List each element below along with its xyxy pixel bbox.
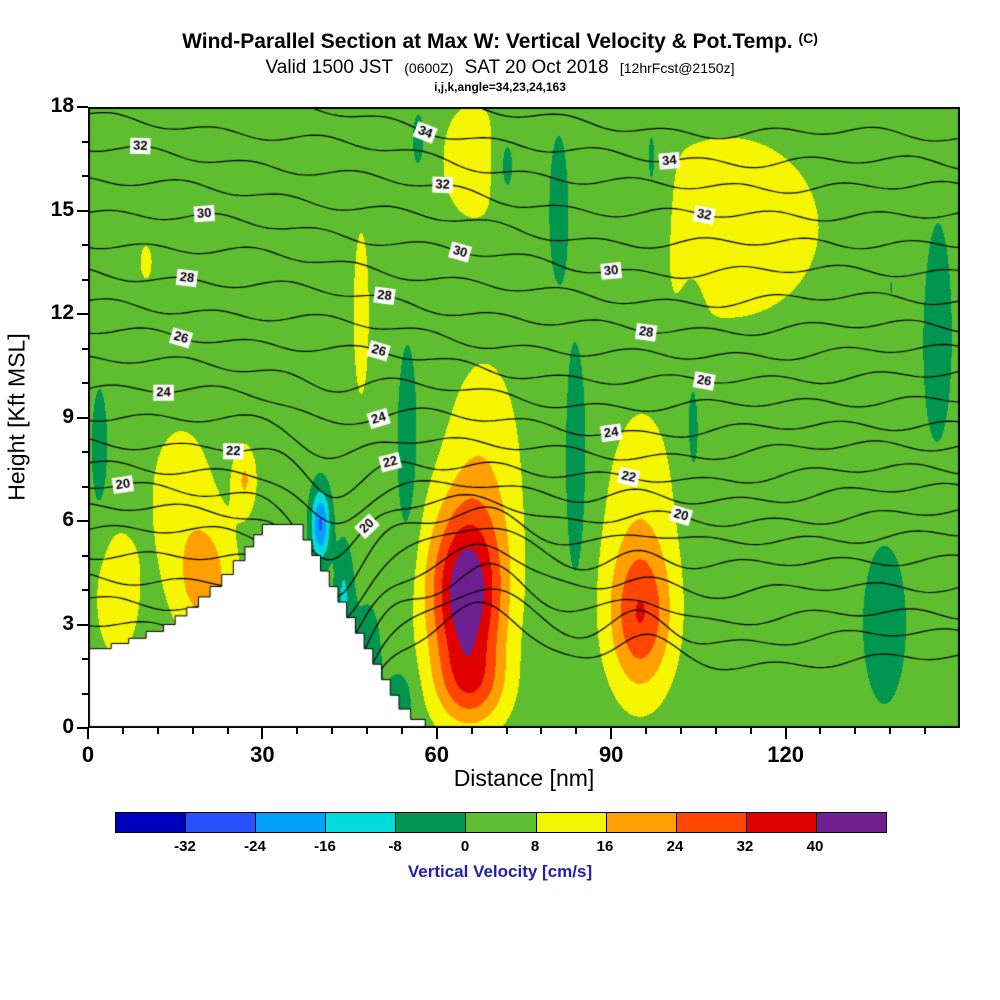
- colorbar-segment: [675, 813, 746, 832]
- x-tick-label: 90: [598, 742, 624, 767]
- y-axis-title: Height [Kft MSL]: [3, 333, 30, 501]
- x-minor-tick: [645, 728, 648, 734]
- x-minor-tick: [889, 728, 892, 734]
- x-minor-tick: [819, 728, 822, 734]
- y-minor-tick: [82, 382, 88, 384]
- x-major-tick: [610, 728, 613, 739]
- x-minor-tick: [714, 728, 717, 734]
- x-major-tick: [784, 728, 787, 739]
- y-major-tick: [77, 416, 88, 419]
- forecast-hour-text: [12hrFcst@2150z]: [619, 60, 735, 76]
- y-minor-tick: [82, 589, 88, 591]
- colorbar-segment: [815, 813, 887, 832]
- y-minor-tick: [82, 140, 88, 143]
- y-minor-tick: [82, 658, 88, 660]
- colorbar-segment: [395, 813, 466, 832]
- x-major-tick: [435, 728, 438, 739]
- colorbar-segment: [325, 813, 396, 832]
- colorbar-segment: [465, 813, 536, 832]
- y-major-tick: [77, 313, 88, 315]
- chart-title: Wind-Parallel Section at Max W: Vertical…: [0, 30, 1000, 54]
- colorbar-tick-label: 24: [666, 838, 684, 855]
- x-minor-tick: [400, 728, 403, 734]
- colorbar: [115, 812, 887, 833]
- y-minor-tick: [82, 451, 88, 453]
- x-minor-tick: [121, 728, 124, 734]
- y-major-tick: [77, 106, 88, 108]
- grid-parameters-text: i,j,k,angle=34,23,24,163: [434, 80, 566, 94]
- chart-subtitle: Valid 1500 JST (0600Z) SAT 20 Oct 2018 […: [0, 57, 1000, 79]
- y-tick-label: 0: [62, 715, 74, 738]
- valid-time-text: Valid 1500 JST: [265, 57, 393, 78]
- valid-time-zulu: (0600Z): [404, 60, 454, 76]
- y-major-tick: [77, 209, 88, 212]
- x-minor-tick: [226, 728, 229, 734]
- x-minor-tick: [749, 728, 752, 734]
- y-tick-label: 18: [50, 94, 74, 117]
- x-minor-tick: [679, 728, 682, 734]
- colorbar-segment: [116, 813, 186, 832]
- x-minor-tick: [156, 728, 159, 734]
- y-major-tick: [77, 623, 88, 626]
- x-tick-label: 0: [81, 742, 95, 767]
- x-tick-label: 60: [424, 742, 450, 767]
- x-minor-tick: [366, 728, 369, 734]
- x-minor-tick: [575, 728, 578, 734]
- colorbar-tick-label: 40: [806, 838, 824, 855]
- y-minor-tick: [82, 485, 88, 488]
- chart-title-unit: (C): [798, 30, 818, 46]
- y-tick-label: 3: [62, 611, 74, 635]
- x-axis-title: Distance [nm]: [453, 765, 595, 791]
- y-tick-label: 12: [50, 301, 74, 324]
- chart-title-text: Wind-Parallel Section at Max W: Vertical…: [182, 30, 793, 53]
- colorbar-tick-label: -8: [388, 838, 402, 855]
- colorbar-tick-label: 16: [596, 838, 614, 855]
- x-minor-tick: [505, 728, 508, 734]
- colorbar-tick-label: -24: [244, 838, 266, 855]
- x-minor-tick: [540, 728, 543, 734]
- colorbar-segment: [185, 813, 256, 832]
- colorbar-tick-label: -16: [314, 838, 336, 855]
- colorbar-segment: [255, 813, 326, 832]
- cross-section-canvas: [88, 107, 960, 728]
- colorbar-tick-labels: -32 -24 -16 -8 0 8 16 24 32 40: [115, 838, 885, 856]
- x-tick-label: 30: [250, 742, 275, 767]
- colorbar-caption: Vertical Velocity [cm/s]: [407, 862, 593, 881]
- colorbar-segment: [535, 813, 606, 832]
- colorbar-tick-label: 8: [530, 838, 540, 855]
- y-major-tick: [77, 727, 88, 729]
- x-minor-tick: [331, 728, 334, 734]
- colorbar-tick-label: 0: [460, 838, 470, 855]
- x-minor-tick: [924, 728, 927, 734]
- y-minor-tick: [82, 554, 88, 557]
- y-major-tick: [77, 520, 88, 522]
- colorbar-tick-label: -32: [174, 838, 196, 855]
- x-minor-tick: [470, 728, 473, 734]
- colorbar-segment: [745, 813, 816, 832]
- colorbar-segment: [605, 813, 676, 832]
- valid-date-text: SAT 20 Oct 2018: [464, 57, 609, 78]
- x-major-tick: [87, 728, 89, 739]
- x-tick-label: 120: [767, 742, 804, 767]
- y-tick-label: 15: [50, 197, 74, 221]
- y-tick-label: 9: [62, 404, 74, 428]
- y-tick-label: 6: [62, 508, 74, 531]
- y-minor-tick: [82, 692, 88, 695]
- y-minor-tick: [82, 347, 88, 350]
- x-minor-tick: [854, 728, 857, 734]
- x-minor-tick: [191, 728, 194, 734]
- colorbar-tick-label: 32: [736, 838, 754, 855]
- x-minor-tick: [296, 728, 299, 734]
- x-major-tick: [261, 728, 264, 739]
- y-minor-tick: [82, 175, 88, 177]
- y-minor-tick: [82, 278, 88, 281]
- y-minor-tick: [82, 244, 88, 246]
